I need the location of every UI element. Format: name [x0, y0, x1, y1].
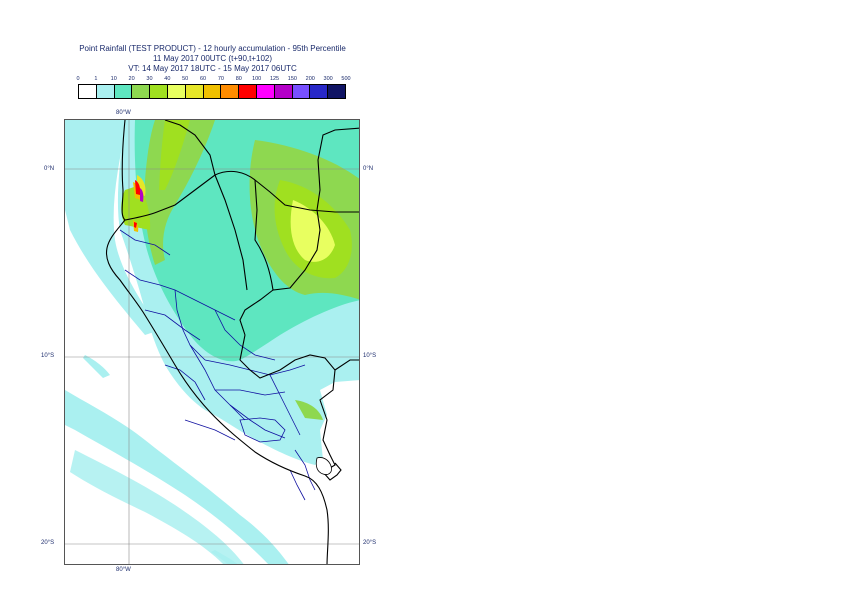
lat-label-right-10: 10°S [363, 353, 377, 359]
lon-label-top: 80°W [116, 110, 131, 116]
coastline-and-borders [105, 120, 359, 564]
legend-swatch-6 [185, 85, 204, 98]
region-boundaries [119, 229, 316, 501]
legend-tick-200: 200 [305, 76, 315, 82]
legend-tick-300: 300 [323, 76, 333, 82]
color-legend: 0 1 10 20 30 40 50 60 70 80 100 125 150 200 300 500 [76, 76, 351, 102]
legend-ticks: 0 1 10 20 30 40 50 60 70 80 100 125 150 200 300 500 [76, 76, 350, 84]
legend-swatch-3 [132, 85, 151, 98]
rainfall-map [64, 119, 360, 565]
legend-tick-50: 50 [182, 76, 189, 82]
legend-tick-30: 30 [146, 76, 153, 82]
title-line-3: VT: 14 May 2017 18UTC - 15 May 2017 06UT… [128, 64, 297, 73]
legend-tick-40: 40 [164, 76, 171, 82]
legend-tick-20: 20 [128, 76, 135, 82]
legend-swatch-0 [79, 85, 97, 98]
legend-swatch-1 [96, 85, 115, 98]
legend-swatch-7 [203, 85, 222, 98]
legend-swatch-2 [114, 85, 133, 98]
lat-label-right-20: 20°S [363, 540, 377, 546]
lat-label-left-10: 10°S [41, 353, 55, 359]
legend-bar [78, 84, 346, 99]
ocean-rain-swaths [65, 120, 289, 564]
legend-tick-80: 80 [235, 76, 242, 82]
legend-swatch-14 [328, 85, 345, 98]
map-svg [65, 120, 359, 564]
lat-label-right-0: 0°N [363, 166, 374, 172]
legend-swatch-9 [239, 85, 257, 98]
lon-label-bottom: 80°W [116, 567, 131, 573]
title-line-1: Point Rainfall (TEST PRODUCT) - 12 hourl… [79, 44, 346, 53]
legend-tick-10: 10 [110, 76, 117, 82]
legend-tick-150: 150 [287, 76, 297, 82]
legend-tick-60: 60 [200, 76, 207, 82]
title-line-2: 11 May 2017 00UTC (t+90,t+102) [152, 54, 273, 63]
chart-title: Point Rainfall (TEST PRODUCT) - 12 hourl… [0, 44, 425, 74]
legend-tick-70: 70 [217, 76, 224, 82]
lat-label-left-0: 0°N [44, 166, 55, 172]
legend-tick-100: 100 [252, 76, 262, 82]
legend-tick-0: 0 [76, 76, 80, 82]
lat-label-left-20: 20°S [41, 540, 55, 546]
legend-swatch-10 [256, 85, 275, 98]
lake-titicaca [315, 457, 332, 475]
land-rain-fields [117, 120, 359, 465]
legend-swatch-4 [150, 85, 168, 98]
legend-swatch-11 [274, 85, 293, 98]
legend-swatch-12 [292, 85, 311, 98]
legend-swatch-5 [167, 85, 186, 98]
legend-tick-125: 125 [269, 76, 280, 82]
legend-tick-1: 1 [94, 76, 98, 82]
legend-swatch-13 [310, 85, 329, 98]
legend-swatch-8 [221, 85, 240, 98]
legend-tick-500: 500 [341, 76, 351, 82]
